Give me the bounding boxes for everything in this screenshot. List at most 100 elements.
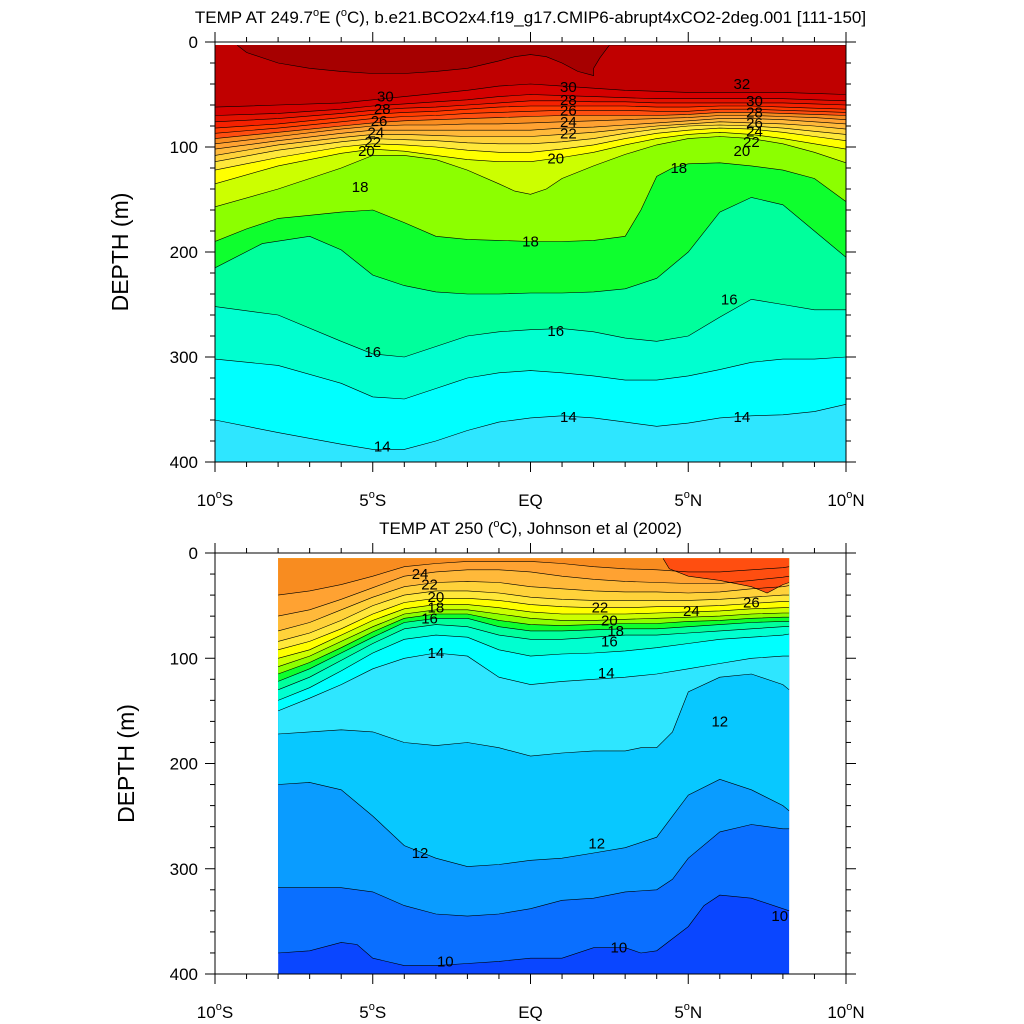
isotherm-21 [215,127,846,171]
contour-label: 20 [734,143,751,160]
contour-label: 16 [421,610,438,627]
isotherm-13 [278,673,790,757]
contour-fill-group [278,558,790,974]
isotherm-15 [215,356,846,400]
contour-label: 24 [412,566,429,583]
contour-label: 12 [412,845,429,862]
contour-label: 20 [601,612,618,629]
chart-title: TEMP AT 250 (oC), Johnson et al (2002) [379,518,682,538]
contour-label: 24 [368,124,385,141]
x-tick-label: 5oS [359,1001,386,1022]
isotherm-23 [278,581,790,632]
contour-label: 28 [746,104,763,121]
contour-label: 28 [560,92,577,109]
y-tick-label: 200 [170,243,198,262]
isotherm-30 [215,94,846,116]
contour-label: 30 [560,79,577,96]
x-tick-label: 5oS [359,489,386,510]
contour-label: 14 [428,645,445,662]
contour-label: 20 [428,589,445,606]
contour-label: 14 [560,409,577,426]
contour-label: 16 [601,633,618,650]
isotherm-20 [278,604,790,659]
contour-label: 14 [734,409,751,426]
contour-label: 10 [437,953,454,970]
contour-label: 16 [364,344,381,361]
contour-label: 12 [588,835,605,852]
contour-label: 24 [683,603,700,620]
contour-label: 18 [607,623,624,640]
x-tick-label: 10oS [197,1001,233,1022]
contour-label: 16 [721,291,738,308]
contour-label: 12 [711,713,728,730]
x-tick-label: 10oN [827,489,864,510]
isotherm-28 [215,105,846,129]
panel-1: 3028262422201816143028262422201816143230… [107,7,866,510]
contour-label: 18 [428,600,445,617]
isotherm-22 [215,124,846,162]
isotherm-12 [278,778,790,867]
isotherm-25 [215,115,846,145]
contour-label: 20 [358,143,375,160]
isotherm-17 [215,197,846,295]
x-tick-label: 10oN [827,1001,864,1022]
contour-label: 18 [670,160,687,177]
contour-band-25 [278,558,790,596]
contour-label: 14 [374,438,391,455]
x-tick-label: 5oN [674,489,702,510]
y-tick-label: 0 [189,33,198,52]
contour-label: 26 [371,113,388,130]
isotherm-17 [278,618,790,682]
y-tick-label: 300 [170,348,198,367]
y-tick-label: 200 [170,755,198,774]
isotherm-24 [278,569,790,617]
contour-label: 16 [547,323,564,340]
contour-label: 20 [547,151,564,168]
y-tick-label: 400 [170,453,198,472]
contour-label: 26 [743,594,760,611]
isotherm-27 [215,108,846,134]
contour-label: 10 [610,940,627,957]
contour-label: 30 [377,89,394,106]
isotherm-29 [215,100,846,123]
isotherm-32 [236,45,846,76]
contour-band-24 [278,558,790,617]
contour-label: 28 [374,101,391,118]
contour-label: 24 [746,123,763,140]
x-tick-label: 10oS [197,489,233,510]
isotherm-23 [215,121,846,156]
isotherm-19 [215,136,846,208]
isotherm-19 [278,609,790,667]
contour-label: 22 [364,134,381,151]
y-tick-label: 100 [170,138,198,157]
contour-label: 22 [743,134,760,151]
y-tick-label: 0 [189,544,198,563]
isotherm-14 [278,652,790,712]
contour-fill-group [215,45,846,463]
x-tick-label: EQ [518,1003,543,1022]
contour-label: 26 [560,102,577,119]
isotherm-11 [278,824,790,917]
isotherm-10 [278,894,790,966]
isotherm-18 [215,162,846,242]
contour-label: 22 [560,125,577,142]
chart-title: TEMP AT 249.7oE (oC), b.e21.BCO2x4.f19_g… [195,7,866,27]
x-tick-label: 5oN [674,1001,702,1022]
contour-label: 32 [734,76,751,93]
contour-label: 22 [592,600,609,617]
contour-label: 18 [522,234,539,251]
isotherm-25 [278,561,790,596]
contour-label: 22 [421,577,438,594]
contour-label: 30 [746,93,763,110]
isotherm-22 [278,590,790,642]
isotherm-26 [215,112,846,139]
isotherm-16 [278,624,790,691]
isotherm-14 [215,404,846,450]
contour-label: 14 [598,665,615,682]
contour-label: 10 [771,908,788,925]
contour-label: 18 [352,179,369,196]
contour-band-26 [663,558,790,593]
contour-label: 24 [560,114,577,131]
isotherm-21 [278,598,790,651]
